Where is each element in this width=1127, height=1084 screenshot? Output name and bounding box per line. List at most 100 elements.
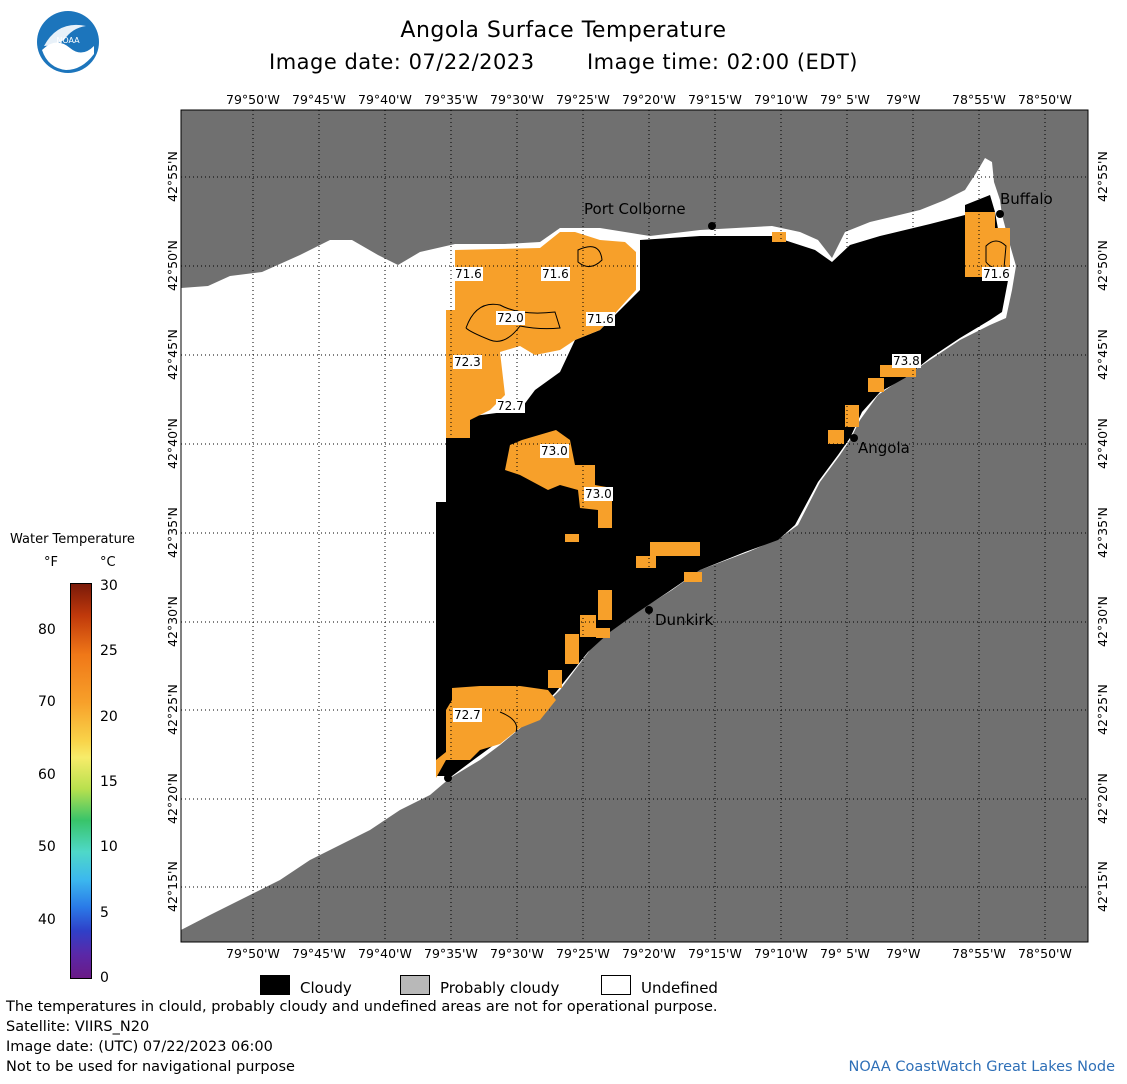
longitude-label: 79°35'W	[424, 946, 478, 961]
longitude-label: 79°35'W	[424, 92, 478, 107]
fahrenheit-tick: 70	[38, 694, 56, 711]
longitude-label: 79°45'W	[292, 946, 346, 961]
latitude-label: 42°20'N	[165, 773, 180, 824]
page-title: Angola Surface Temperature	[400, 18, 727, 43]
undefined-label: Undefined	[641, 979, 718, 997]
latitude-label: 42°55'N	[1095, 151, 1110, 202]
latitude-label: 42°15'N	[1095, 861, 1110, 912]
longitude-label: 78°50'W	[1018, 946, 1072, 961]
satellite-text: Satellite: VIIRS_N20	[6, 1019, 150, 1035]
latitude-label: 42°45'N	[1095, 329, 1110, 380]
city-label-port-colborne: Port Colborne	[584, 200, 686, 218]
latitude-label: 42°35'N	[165, 507, 180, 558]
city-markers	[444, 210, 1004, 782]
celsius-tick: 30	[100, 578, 118, 594]
angola-marker	[850, 434, 858, 442]
contour-label: 72.0	[496, 311, 525, 325]
fahrenheit-tick: 80	[38, 621, 56, 638]
image-date: Image date: 07/22/2023	[269, 50, 535, 74]
dunkirk-marker	[645, 606, 653, 614]
credit-text: NOAA CoastWatch Great Lakes Node	[848, 1059, 1115, 1075]
city-label-dunkirk: Dunkirk	[655, 611, 714, 629]
latitude-label: 42°50'N	[1095, 240, 1110, 291]
disclaimer-text: The temperatures in clould, probably clo…	[6, 999, 718, 1015]
contour-label: 73.8	[892, 354, 921, 368]
cloudy-label: Cloudy	[300, 979, 352, 997]
longitude-label: 79°25'W	[556, 92, 610, 107]
longitude-label: 78°55'W	[952, 92, 1006, 107]
city-label-buffalo: Buffalo	[1000, 190, 1053, 208]
latitude-label: 42°35'N	[1095, 507, 1110, 558]
navigation-warning: Not to be used for navigational purpose	[6, 1059, 295, 1075]
fahrenheit-tick: 60	[38, 766, 56, 783]
colorbar-unit-f: °F	[44, 555, 58, 570]
longitude-label: 79°30'W	[490, 946, 544, 961]
longitude-label: 79°40'W	[358, 92, 412, 107]
latitude-label: 42°50'N	[165, 240, 180, 291]
cloudy-area	[436, 195, 1010, 776]
southwest-marker	[444, 774, 452, 782]
colorbar-unit-c: °C	[100, 555, 116, 570]
longitude-label: 79°W	[886, 92, 921, 107]
longitude-label: 79°50'W	[226, 946, 280, 961]
latitude-label: 42°30'N	[1095, 596, 1110, 647]
contour-label: 72.7	[453, 708, 482, 722]
celsius-tick: 5	[100, 904, 109, 921]
longitude-label: 79°W	[886, 946, 921, 961]
probably-cloudy-label: Probably cloudy	[440, 979, 560, 997]
fahrenheit-tick: 40	[38, 911, 56, 928]
latitude-label: 42°30'N	[165, 596, 180, 647]
svg-text:NOAA: NOAA	[56, 36, 80, 45]
image-datetime: Image date: 07/22/2023 Image time: 02:00…	[0, 50, 1127, 74]
longitude-label: 78°55'W	[952, 946, 1006, 961]
longitude-label: 79°15'W	[688, 92, 742, 107]
latitude-label: 42°20'N	[1095, 773, 1110, 824]
latitude-label: 42°25'N	[165, 684, 180, 735]
contour-label: 73.0	[540, 444, 569, 458]
celsius-tick: 10	[100, 839, 118, 856]
buffalo-marker	[996, 210, 1004, 218]
celsius-tick: 0	[100, 970, 109, 986]
celsius-tick: 15	[100, 774, 118, 790]
celsius-tick: 25	[100, 643, 118, 660]
port-colborne-marker	[708, 222, 716, 230]
latitude-label: 42°25'N	[1095, 684, 1110, 735]
latitude-label: 42°45'N	[165, 329, 180, 380]
longitude-label: 79°50'W	[226, 92, 280, 107]
contour-label: 72.7	[496, 399, 525, 413]
longitude-label: 79°20'W	[622, 946, 676, 961]
city-label-angola: Angola	[858, 439, 910, 457]
colorbar-title: Water Temperature	[10, 532, 135, 547]
graticule	[181, 110, 1088, 942]
contour-label: 71.6	[454, 267, 483, 281]
probably-cloudy-swatch	[400, 975, 430, 995]
longitude-label: 79°20'W	[622, 92, 676, 107]
latitude-label: 42°55'N	[165, 151, 180, 202]
longitude-label: 79°30'W	[490, 92, 544, 107]
latitude-label: 42°40'N	[165, 418, 180, 469]
undefined-swatch	[601, 975, 631, 995]
longitude-label: 79° 5'W	[820, 946, 870, 961]
longitude-label: 79°15'W	[688, 946, 742, 961]
longitude-label: 79° 5'W	[820, 92, 870, 107]
contour-label: 71.6	[541, 267, 570, 281]
utc-date-text: Image date: (UTC) 07/22/2023 06:00	[6, 1039, 273, 1055]
longitude-label: 79°25'W	[556, 946, 610, 961]
longitude-label: 79°10'W	[754, 92, 808, 107]
longitude-label: 79°40'W	[358, 946, 412, 961]
celsius-tick: 20	[100, 708, 118, 725]
longitude-label: 78°50'W	[1018, 92, 1072, 107]
contour-label: 73.0	[584, 487, 613, 501]
contour-label: 71.6	[982, 267, 1011, 281]
colorbar	[70, 583, 92, 979]
image-time: Image time: 02:00 (EDT)	[586, 50, 858, 74]
latitude-label: 42°15'N	[165, 861, 180, 912]
cloudy-swatch	[260, 975, 290, 995]
noaa-logo: NOAA	[37, 11, 99, 73]
contour-label: 71.6	[586, 312, 615, 326]
longitude-label: 79°10'W	[754, 946, 808, 961]
longitude-label: 79°45'W	[292, 92, 346, 107]
fahrenheit-tick: 50	[38, 839, 56, 856]
latitude-label: 42°40'N	[1095, 418, 1110, 469]
